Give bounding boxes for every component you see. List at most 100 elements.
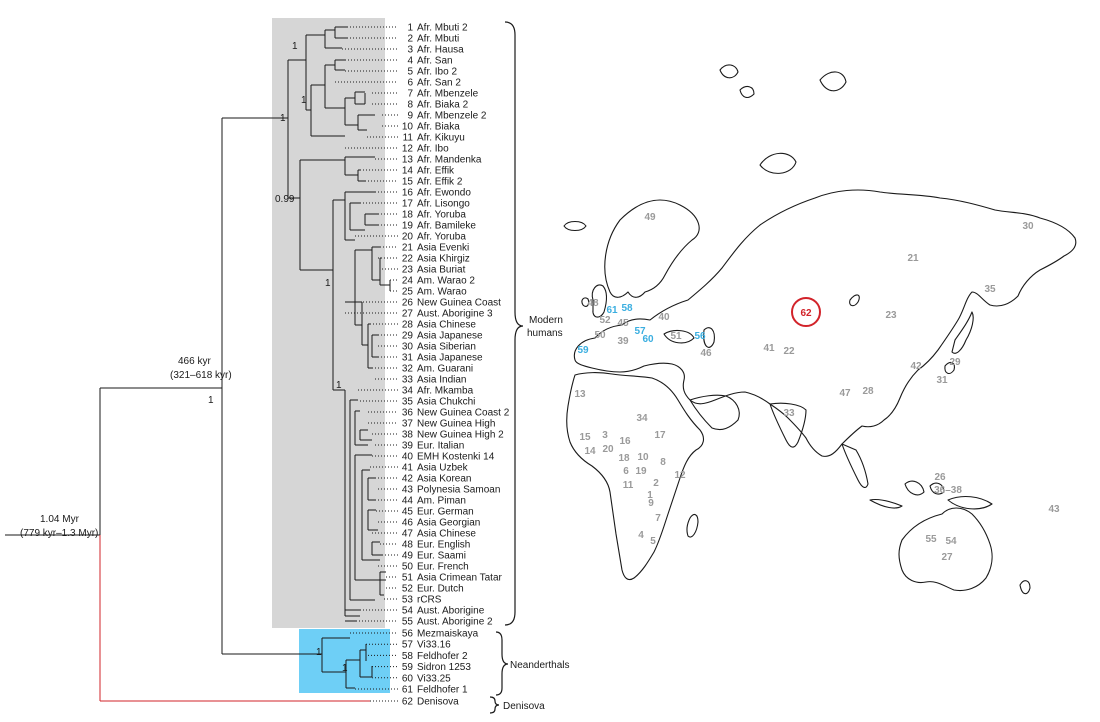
taxon-number-3: 3 — [407, 45, 413, 56]
map-label-17: 17 — [654, 430, 666, 441]
modern-humans-box — [272, 18, 385, 628]
taxon-name-44: Am. Piman — [417, 496, 466, 507]
map-label-43: 43 — [1048, 504, 1060, 515]
map-label-9: 9 — [648, 498, 654, 509]
taxon-number-20: 20 — [402, 232, 414, 243]
taxon-number-28: 28 — [402, 320, 414, 331]
map-label-4: 4 — [638, 530, 644, 541]
taxon-number-41: 41 — [402, 463, 414, 474]
taxon-number-22: 22 — [402, 254, 414, 265]
map-label-7: 7 — [655, 513, 661, 524]
taxon-number-39: 39 — [402, 441, 414, 452]
map-label-40: 40 — [658, 312, 670, 323]
taxon-name-30: Asia Siberian — [417, 342, 476, 353]
taxon-name-57: Vi33.16 — [417, 640, 451, 651]
support-ne-1: 1 — [316, 647, 322, 658]
taxon-name-9: Afr. Mbenzele 2 — [417, 111, 487, 122]
map-label-55: 55 — [925, 534, 937, 545]
taxon-number-7: 7 — [407, 89, 413, 100]
taxon-number-35: 35 — [402, 397, 414, 408]
support-mh-2: 1 — [301, 95, 307, 106]
map-label-3: 3 — [602, 430, 608, 441]
taxon-name-34: Afr. Mkamba — [417, 386, 474, 397]
taxon-name-29: Asia Japanese — [417, 331, 483, 342]
taxon-number-62: 62 — [402, 697, 414, 708]
taxon-number-42: 42 — [402, 474, 414, 485]
map-label-29: 29 — [949, 357, 961, 368]
taxon-name-48: Eur. English — [417, 540, 470, 551]
taxon-number-32: 32 — [402, 364, 414, 375]
map-label-45: 45 — [617, 318, 629, 329]
modern-label-1: Modern — [529, 315, 563, 326]
taxon-number-37: 37 — [402, 419, 414, 430]
taxon-name-36: New Guinea Coast 2 — [417, 408, 510, 419]
taxon-number-36: 36 — [402, 408, 414, 419]
denisova-label: Denisova — [503, 701, 545, 712]
taxon-name-58: Feldhofer 2 — [417, 651, 468, 662]
taxon-number-44: 44 — [402, 496, 414, 507]
neanderthal-label: Neanderthals — [510, 660, 569, 671]
taxon-number-15: 15 — [402, 177, 414, 188]
map-label-34: 34 — [636, 413, 648, 424]
taxon-name-27: Aust. Aborigine 3 — [417, 309, 493, 320]
taxon-number-19: 19 — [402, 221, 414, 232]
taxon-name-45: Eur. German — [417, 507, 474, 518]
map-label-14: 14 — [584, 446, 596, 457]
taxon-number-10: 10 — [402, 122, 414, 133]
taxon-number-21: 21 — [402, 243, 414, 254]
taxon-name-13: Afr. Mandenka — [417, 155, 482, 166]
map-label-28: 28 — [862, 386, 874, 397]
map-label-54: 54 — [945, 536, 957, 547]
map-label-59: 59 — [577, 345, 589, 356]
map-label-22: 22 — [783, 346, 795, 357]
support-mh-4: 0.99 — [275, 194, 295, 205]
map-label-42: 42 — [910, 361, 922, 372]
taxon-name-21: Asia Evenki — [417, 243, 469, 254]
taxon-number-8: 8 — [407, 100, 413, 111]
taxon-number-24: 24 — [402, 276, 414, 287]
taxon-name-31: Asia Japanese — [417, 353, 483, 364]
taxon-name-22: Asia Khirgiz — [417, 254, 470, 265]
taxon-labels: 1 Afr. Mbuti 2 2 Afr. Mbuti 3 Afr. Hausa 4 Afr.… — [402, 23, 510, 708]
taxon-name-8: Afr. Biaka 2 — [417, 100, 469, 111]
taxon-name-5: Afr. Ibo 2 — [417, 67, 457, 78]
taxon-name-25: Am. Warao — [417, 287, 467, 298]
taxon-name-50: Eur. French — [417, 562, 469, 573]
taxon-name-16: Afr. Ewondo — [417, 188, 471, 199]
map-label-56: 56 — [694, 331, 706, 342]
map-label-13: 13 — [574, 389, 586, 400]
root-ci: (779 kyr–1.3 Myr) — [20, 528, 98, 539]
modern-label-2: humans — [527, 328, 563, 339]
taxon-name-12: Afr. Ibo — [417, 144, 449, 155]
map-label-20: 20 — [602, 444, 614, 455]
taxon-number-17: 17 — [402, 199, 414, 210]
denisova-site-label: 62 — [800, 308, 812, 319]
taxon-name-53: rCRS — [417, 595, 442, 606]
map-label-50: 50 — [594, 330, 606, 341]
taxon-name-6: Afr. San 2 — [417, 78, 461, 89]
split-ci: (321–618 kyr) — [170, 370, 232, 381]
taxon-name-10: Afr. Biaka — [417, 122, 460, 133]
taxon-name-41: Asia Uzbek — [417, 463, 469, 474]
map-label-23: 23 — [885, 310, 897, 321]
taxon-number-46: 46 — [402, 518, 414, 529]
map-label-18: 18 — [618, 453, 630, 464]
taxon-number-38: 38 — [402, 430, 414, 441]
taxon-name-52: Eur. Dutch — [417, 584, 464, 595]
taxon-name-28: Asia Chinese — [417, 320, 476, 331]
taxon-name-14: Afr. Effik — [417, 166, 455, 177]
support-mh-5: 1 — [325, 278, 331, 289]
taxon-number-1: 1 — [407, 23, 413, 34]
taxon-number-57: 57 — [402, 640, 414, 651]
taxon-number-30: 30 — [402, 342, 414, 353]
map-label-58: 58 — [621, 303, 633, 314]
neanderthal-brace — [495, 631, 509, 696]
taxon-number-48: 48 — [402, 540, 414, 551]
map-label-2: 2 — [653, 478, 659, 489]
map-label-51: 51 — [670, 331, 682, 342]
taxon-number-11: 11 — [403, 133, 414, 144]
taxon-number-60: 60 — [402, 673, 414, 684]
taxon-name-19: Afr. Bamileke — [417, 221, 476, 232]
